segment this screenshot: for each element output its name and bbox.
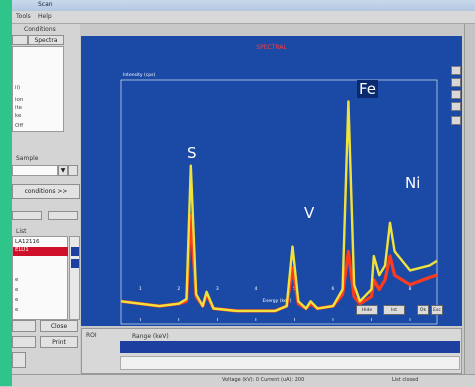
plot-frame — [120, 79, 438, 325]
peak-label-ni: Ni — [405, 174, 421, 192]
roi-panel: ROI Range (keV) — [81, 328, 462, 374]
roi-range-label: Range (keV) — [132, 333, 169, 340]
peak-label-s: S — [187, 144, 197, 162]
x-axis-label: Energy (keV) — [263, 298, 292, 304]
spectrum-title: SPECTRAL — [256, 44, 287, 51]
roi-table — [120, 356, 460, 370]
tab-conditions[interactable] — [12, 35, 28, 45]
status-voltage-current: Voltage (kV): 0 Current (uA): 200 — [222, 377, 305, 383]
menu-item-help[interactable]: Help — [38, 13, 52, 20]
spectrum-side-buttons — [451, 66, 462, 146]
save-button[interactable] — [12, 336, 36, 348]
file-list-scrollbar[interactable] — [69, 236, 80, 320]
conditions-button[interactable]: conditions >> — [12, 184, 80, 199]
menu-bar: Tools Help — [12, 11, 475, 24]
left-action-button[interactable] — [12, 211, 42, 220]
cursor-icon[interactable] — [451, 116, 461, 125]
scale-icon[interactable] — [451, 90, 461, 99]
list-item[interactable]: ite — [15, 105, 23, 111]
int-button[interactable]: Int — [383, 305, 405, 315]
spectrum-window: SPECTRAL Intensity (cps) Energy (keV) 1 2… — [81, 36, 462, 326]
left-panel: Conditions Spectra ii) ion ite ke Off Sa… — [12, 24, 80, 374]
ok-button[interactable]: Ok — [417, 305, 429, 315]
esc-button[interactable]: Esc — [431, 305, 443, 315]
x-tick-label: 6 — [332, 286, 335, 292]
x-tick-label: 4 — [254, 286, 257, 292]
zoom-out-icon[interactable] — [451, 78, 461, 87]
open-button[interactable] — [12, 320, 36, 332]
list-item[interactable]: e — [15, 277, 19, 283]
list-item[interactable]: ion — [15, 97, 24, 103]
title-bar: Scan — [12, 0, 475, 11]
y-axis-label: Intensity (cps) — [123, 72, 155, 78]
vertical-scrollbar[interactable] — [464, 24, 475, 374]
window-title: Scan — [38, 1, 53, 8]
print-button[interactable]: Print — [40, 336, 78, 348]
scrollbar-thumb[interactable] — [71, 247, 79, 256]
peak-label-fe: Fe — [357, 80, 379, 98]
roi-label: ROI — [86, 332, 97, 339]
x-tick-label: 1 — [139, 286, 142, 292]
status-bar: Voltage (kV): 0 Current (uA): 200 List c… — [12, 374, 475, 387]
window-edge — [0, 0, 12, 386]
list-item[interactable]: Off — [15, 123, 24, 129]
sample-select[interactable] — [12, 165, 58, 176]
list-item[interactable]: e — [15, 287, 19, 293]
sample-label: Sample — [16, 155, 39, 162]
list-item[interactable]: e — [15, 307, 19, 313]
lower-action-button[interactable] — [12, 352, 26, 368]
file-list-label: List — [16, 228, 27, 235]
file-list: LA12116 ELU1 e e e e — [12, 236, 68, 320]
hide-button[interactable]: Hide — [356, 305, 378, 315]
list-item[interactable]: e — [15, 297, 19, 303]
menu-item-tools[interactable]: Tools — [16, 13, 31, 20]
spectrum-series-a — [120, 100, 438, 313]
chevron-down-icon[interactable]: ▼ — [58, 165, 68, 176]
x-tick-label: 8 — [409, 286, 412, 292]
list-item[interactable]: LA12116 — [15, 239, 40, 245]
close-button[interactable]: Close — [40, 320, 78, 332]
status-list-state: List closed — [392, 377, 419, 383]
x-tick-label: 3 — [216, 286, 219, 292]
x-tick-label: 2 — [177, 286, 180, 292]
roi-selection-bar[interactable] — [120, 341, 460, 353]
conditions-header: Conditions — [24, 26, 56, 33]
tab-spectra[interactable]: Spectra — [28, 35, 64, 45]
zoom-in-icon[interactable] — [451, 66, 461, 75]
log-icon[interactable] — [451, 102, 461, 111]
peak-label-v: V — [304, 204, 315, 222]
right-action-button[interactable] — [48, 211, 78, 220]
sample-spin-button[interactable] — [68, 165, 78, 176]
conditions-list: ii) ion ite ke Off — [12, 46, 64, 132]
list-item[interactable]: ii) — [15, 85, 21, 91]
scrollbar-thumb[interactable] — [71, 259, 79, 268]
list-item[interactable]: ELU1 — [13, 247, 68, 256]
list-item[interactable]: ke — [15, 113, 22, 119]
